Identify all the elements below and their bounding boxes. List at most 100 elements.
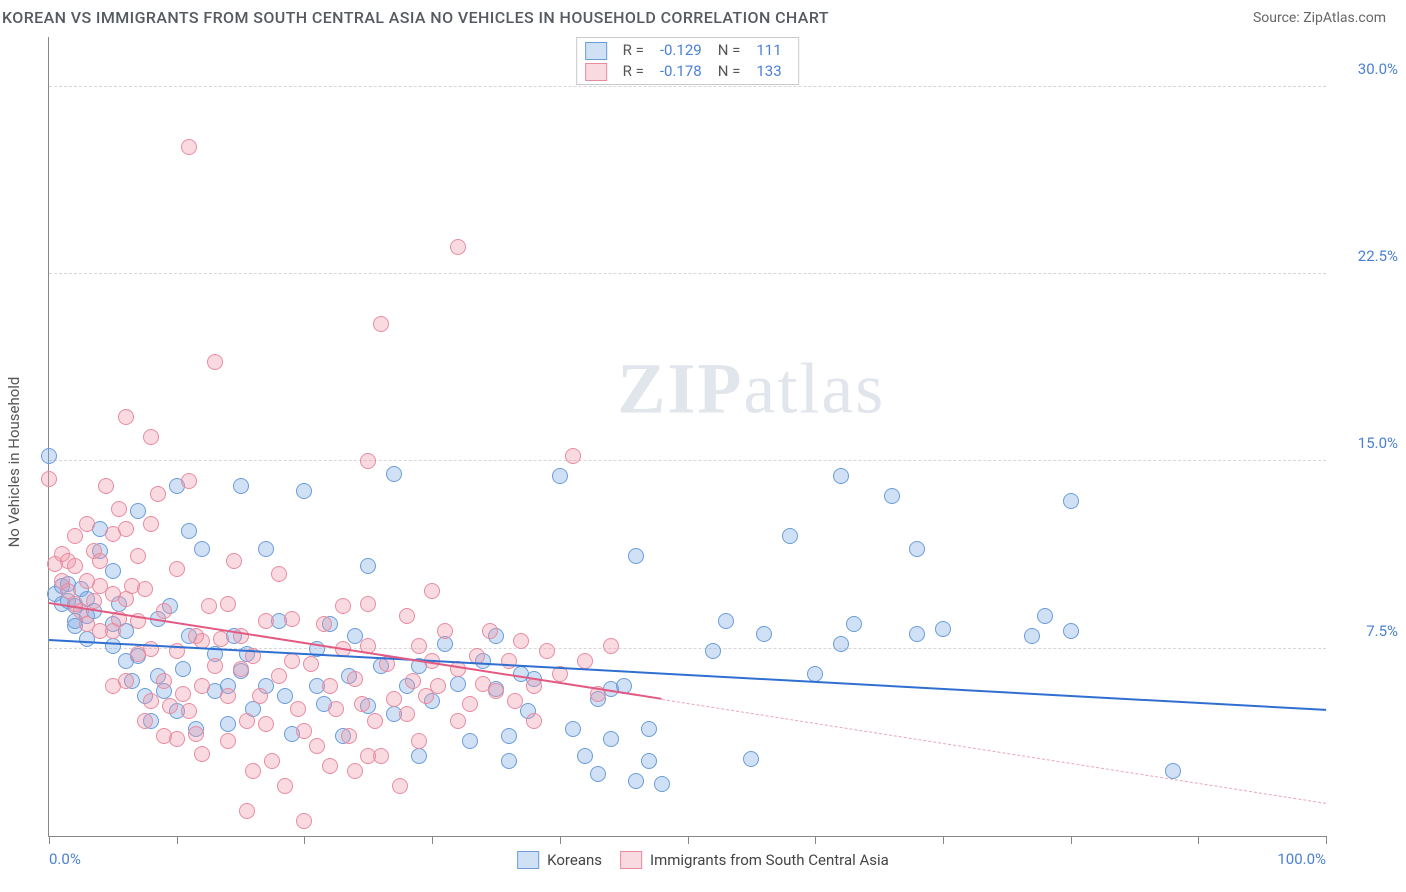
scatter-point bbox=[565, 721, 581, 737]
scatter-point bbox=[367, 713, 383, 729]
scatter-point bbox=[277, 688, 293, 704]
scatter-point bbox=[220, 596, 236, 612]
scatter-point bbox=[628, 548, 644, 564]
n-label-2: N = bbox=[710, 62, 749, 81]
scatter-point bbox=[513, 633, 529, 649]
legend-item-koreans: Koreans bbox=[517, 851, 602, 869]
scatter-point bbox=[386, 691, 402, 707]
scatter-point bbox=[411, 638, 427, 654]
scatter-point bbox=[296, 813, 312, 829]
scatter-point bbox=[277, 778, 293, 794]
scatter-point bbox=[1024, 628, 1040, 644]
scatter-point bbox=[756, 626, 772, 642]
scatter-point bbox=[1063, 623, 1079, 639]
x-tick bbox=[1198, 836, 1199, 844]
scatter-point bbox=[539, 643, 555, 659]
x-tick bbox=[432, 836, 433, 844]
x-tick-label: 0.0% bbox=[49, 850, 81, 868]
scatter-point bbox=[143, 641, 159, 657]
scatter-point bbox=[482, 623, 498, 639]
scatter-point bbox=[271, 566, 287, 582]
scatter-point bbox=[207, 658, 223, 674]
gridline bbox=[49, 460, 1326, 461]
watermark-bold: ZIP bbox=[617, 348, 743, 428]
scatter-point bbox=[143, 429, 159, 445]
scatter-point bbox=[705, 643, 721, 659]
scatter-point bbox=[1063, 493, 1079, 509]
scatter-point bbox=[258, 613, 274, 629]
scatter-point bbox=[577, 653, 593, 669]
scatter-point bbox=[169, 731, 185, 747]
scatter-point bbox=[360, 558, 376, 574]
n-value-2: 133 bbox=[748, 62, 798, 81]
scatter-point bbox=[175, 661, 191, 677]
scatter-point bbox=[92, 553, 108, 569]
scatter-point bbox=[462, 733, 478, 749]
scatter-point bbox=[884, 488, 900, 504]
scatter-point bbox=[118, 409, 134, 425]
scatter-point bbox=[405, 673, 421, 689]
watermark: ZIPatlas bbox=[617, 347, 885, 430]
scatter-point bbox=[79, 516, 95, 532]
scatter-point bbox=[284, 653, 300, 669]
scatter-point bbox=[264, 753, 280, 769]
scatter-point bbox=[130, 548, 146, 564]
scatter-point bbox=[628, 773, 644, 789]
scatter-point bbox=[833, 636, 849, 652]
scatter-point bbox=[220, 716, 236, 732]
scatter-point bbox=[354, 696, 370, 712]
scatter-point bbox=[156, 673, 172, 689]
scatter-point bbox=[252, 688, 268, 704]
scatter-point bbox=[226, 553, 242, 569]
scatter-point bbox=[111, 501, 127, 517]
scatter-point bbox=[462, 696, 478, 712]
r-label-1: R = bbox=[615, 41, 652, 60]
scatter-point bbox=[507, 693, 523, 709]
scatter-point bbox=[424, 583, 440, 599]
scatter-point bbox=[41, 471, 57, 487]
legend-swatch-koreans bbox=[517, 851, 539, 869]
scatter-point bbox=[213, 631, 229, 647]
scatter-point bbox=[162, 698, 178, 714]
scatter-point bbox=[347, 763, 363, 779]
scatter-point bbox=[239, 713, 255, 729]
scatter-point bbox=[181, 473, 197, 489]
scatter-point bbox=[603, 638, 619, 654]
scatter-point bbox=[833, 468, 849, 484]
scatter-point bbox=[526, 713, 542, 729]
scatter-point bbox=[303, 656, 319, 672]
scatter-point bbox=[258, 716, 274, 732]
scatter-point bbox=[169, 561, 185, 577]
chart-container: No Vehicles in Household ZIPatlas R = -0… bbox=[0, 37, 1406, 887]
scatter-point bbox=[271, 668, 287, 684]
scatter-point bbox=[430, 678, 446, 694]
scatter-point bbox=[194, 746, 210, 762]
x-tick bbox=[560, 836, 561, 844]
series-legend: Koreans Immigrants from South Central As… bbox=[517, 851, 889, 869]
scatter-point bbox=[450, 713, 466, 729]
scatter-point bbox=[194, 678, 210, 694]
scatter-point bbox=[654, 776, 670, 792]
scatter-point bbox=[322, 678, 338, 694]
scatter-point bbox=[220, 688, 236, 704]
scatter-point bbox=[258, 541, 274, 557]
scatter-point bbox=[1037, 608, 1053, 624]
r-label-2: R = bbox=[615, 62, 652, 81]
scatter-point bbox=[347, 671, 363, 687]
x-tick bbox=[943, 836, 944, 844]
source-attribution: Source: ZipAtlas.com bbox=[1253, 10, 1386, 26]
y-tick-label: 22.5% bbox=[1334, 247, 1398, 265]
scatter-point bbox=[373, 316, 389, 332]
legend-swatch-immigrants bbox=[620, 851, 642, 869]
scatter-point bbox=[488, 683, 504, 699]
scatter-point bbox=[501, 728, 517, 744]
scatter-point bbox=[105, 563, 121, 579]
n-label-1: N = bbox=[710, 41, 749, 60]
scatter-point bbox=[322, 758, 338, 774]
x-tick bbox=[688, 836, 689, 844]
scatter-point bbox=[41, 448, 57, 464]
scatter-point bbox=[846, 616, 862, 632]
legend-swatch-2 bbox=[577, 62, 615, 81]
scatter-point bbox=[641, 753, 657, 769]
scatter-point bbox=[501, 653, 517, 669]
